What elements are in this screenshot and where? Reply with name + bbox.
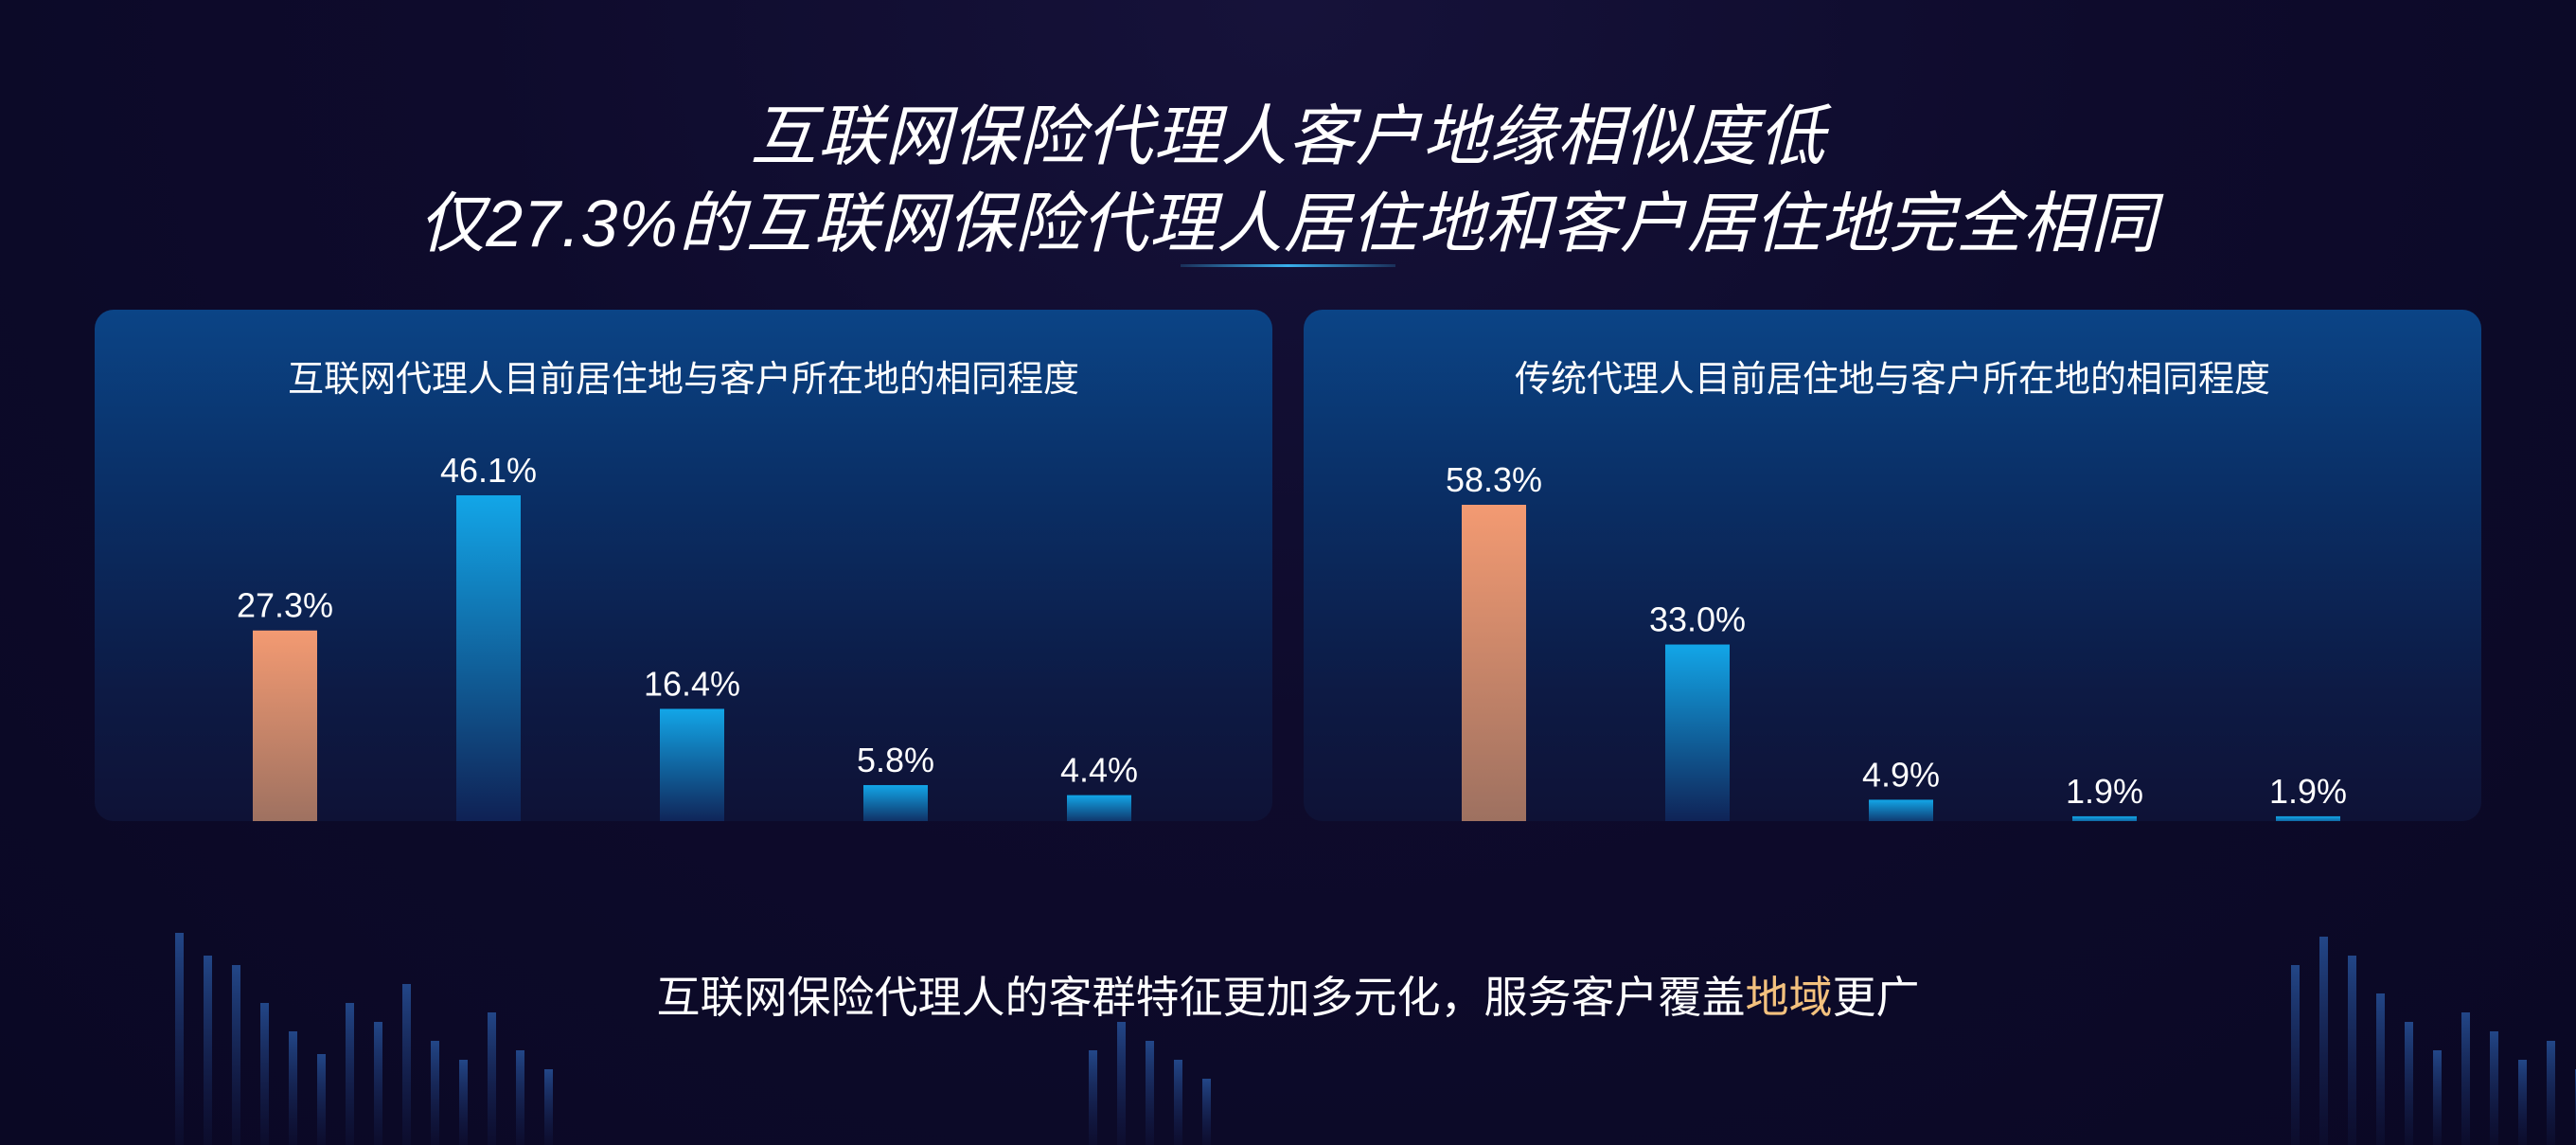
bar-chart-traditional-agents: 58.3%完全相同33.0%75%相同4.9%50%相同1.9%25%相同1.9… [1446, 460, 2347, 821]
decor-bar [317, 1054, 326, 1145]
decor-bar [2461, 1012, 2470, 1145]
decor-bar [459, 1060, 468, 1145]
decor-bar [516, 1050, 524, 1145]
data-label-4: 4.4% [1060, 751, 1138, 790]
chart-panel-internet-agents: 互联网代理人目前居住地与客户所在地的相同程度 27.3%完全相同46.1%75%… [95, 310, 1272, 821]
decor-bar [2547, 1041, 2555, 1145]
decor-bar [488, 1012, 496, 1145]
decor-bar [1174, 1060, 1182, 1145]
chart-title: 传统代理人目前居住地与客户所在地的相同程度 [1514, 360, 2270, 400]
data-label-1: 33.0% [1649, 600, 1746, 639]
bar-3 [2072, 815, 2137, 821]
data-label-0: 58.3% [1446, 460, 1542, 499]
decor-bar [431, 1041, 439, 1145]
title-underline [1181, 264, 1395, 267]
decor-bar [2518, 1060, 2527, 1145]
footer-text-highlight: 地域 [1745, 973, 1833, 1022]
decor-bar [2490, 1031, 2498, 1145]
decor-bar [2433, 1050, 2442, 1145]
decor-bar [1202, 1079, 1211, 1145]
bar-0 [1462, 505, 1526, 821]
bar-4 [2276, 815, 2340, 821]
bar-2 [660, 708, 724, 821]
bar-chart-internet-agents: 27.3%完全相同46.1%75%相同16.4%50%相同5.8%25%相同4.… [237, 451, 1138, 821]
decor-bar [1146, 1041, 1154, 1145]
page-title-line-1: 互联网保险代理人客户地缘相似度低 [750, 99, 1826, 173]
decor-bar [374, 1022, 382, 1145]
decor-bar [1117, 1022, 1126, 1145]
data-label-3: 1.9% [2066, 772, 2143, 811]
decor-bar [544, 1069, 553, 1145]
bar-1 [456, 495, 521, 821]
data-label-1: 46.1% [440, 451, 537, 490]
footer-text-after: 更广 [1832, 973, 1920, 1022]
data-label-3: 5.8% [857, 741, 934, 779]
data-label-4: 1.9% [2269, 772, 2347, 811]
bar-1 [1665, 644, 1730, 821]
bar-2 [1869, 799, 1933, 821]
bar-3 [863, 784, 928, 821]
decor-bar [2405, 1022, 2413, 1145]
page-title-line-2: 仅27.3%的互联网保险代理人居住地和客户居住地完全相同 [418, 187, 2158, 260]
decor-bar [289, 1031, 297, 1145]
data-label-2: 16.4% [644, 664, 740, 703]
bar-0 [253, 630, 317, 821]
data-label-2: 4.9% [1862, 755, 1940, 794]
chart-title: 互联网代理人目前居住地与客户所在地的相同程度 [287, 360, 1079, 400]
decor-bar [1089, 1050, 1097, 1145]
footer-summary: 互联网保险代理人的客群特征更加多元化，服务客户覆盖地域更广 [0, 963, 2576, 1026]
data-label-0: 27.3% [237, 586, 333, 625]
bar-4 [1067, 795, 1131, 821]
footer-text-before: 互联网保险代理人的客群特征更加多元化，服务客户覆盖 [656, 973, 1746, 1022]
chart-panel-traditional-agents: 传统代理人目前居住地与客户所在地的相同程度 58.3%完全相同33.0%75%相… [1304, 310, 2481, 821]
